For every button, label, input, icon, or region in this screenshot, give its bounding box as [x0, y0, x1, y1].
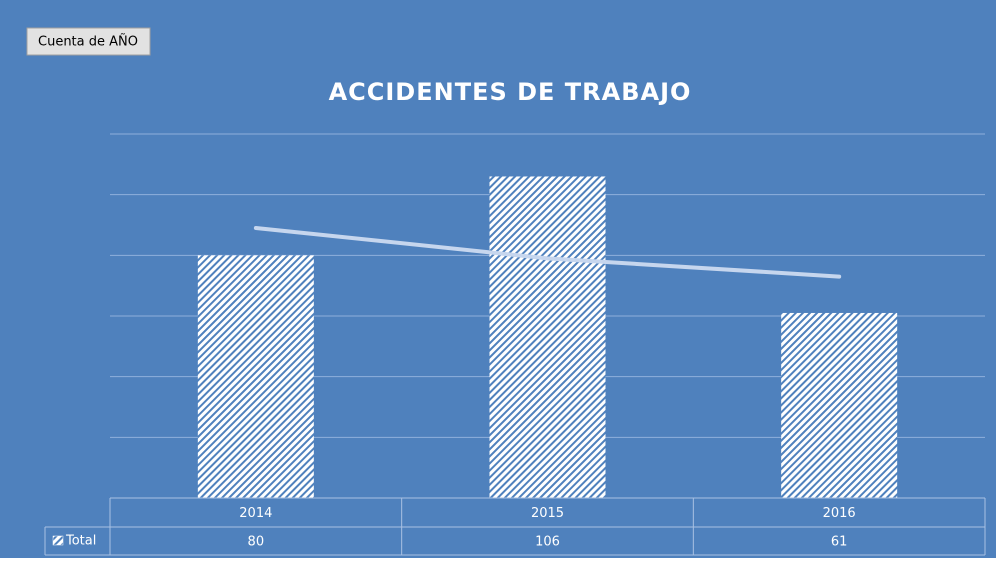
x-tick-label: 2014 — [239, 506, 272, 521]
x-tick-label: 2015 — [531, 506, 564, 521]
trendline — [253, 226, 842, 279]
bar — [781, 312, 898, 498]
x-tick-label: 2016 — [823, 506, 856, 521]
field-button-label[interactable]: Cuenta de AÑO — [38, 34, 138, 50]
data-table-value: 106 — [535, 535, 560, 550]
data-table-value: 80 — [248, 535, 265, 550]
field-button[interactable] — [26, 27, 151, 56]
legend-label: Total — [65, 534, 96, 549]
legend-swatch — [52, 535, 64, 546]
chart-title: ACCIDENTES DE TRABAJO — [329, 78, 692, 106]
data-table-value: 61 — [831, 535, 848, 550]
bar — [489, 176, 606, 498]
bar — [197, 255, 314, 498]
